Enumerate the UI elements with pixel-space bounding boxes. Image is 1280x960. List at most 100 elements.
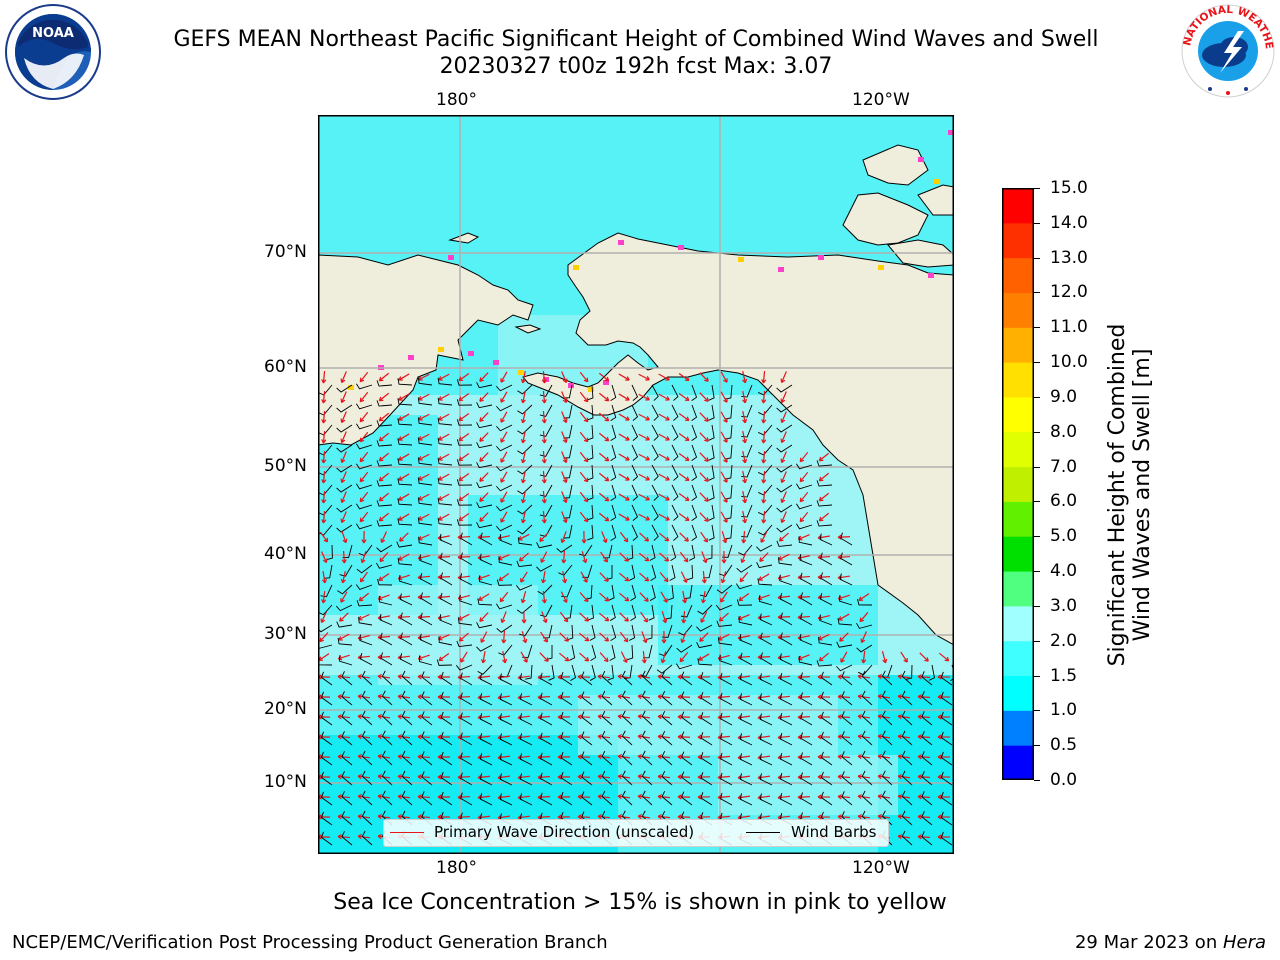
wind-barb — [587, 524, 594, 541]
wave-arrowhead — [479, 457, 484, 462]
wave-arrowhead — [780, 498, 786, 504]
wind-barb — [671, 464, 679, 481]
wave-arrowhead — [665, 376, 670, 381]
wind-barb — [610, 444, 617, 461]
wave-arrow — [357, 815, 371, 819]
wind-barb — [901, 810, 913, 826]
wind-barb — [539, 444, 553, 457]
wind-barb — [759, 693, 773, 706]
wave-arrow — [561, 531, 567, 543]
wave-arrowhead — [657, 814, 662, 820]
wind-barb — [437, 397, 453, 406]
wave-arrowhead — [520, 478, 526, 484]
wave-arrowhead — [564, 637, 569, 642]
wave-arrowhead — [557, 794, 562, 800]
wave-arrowhead — [742, 518, 748, 524]
wave-arrow — [742, 451, 746, 463]
wave-arrow — [477, 755, 491, 759]
wave-arrowhead — [604, 516, 610, 522]
wind-barb — [341, 691, 353, 706]
wave-arrowhead — [437, 814, 442, 820]
wind-barb — [440, 552, 453, 566]
wind-barb — [419, 554, 433, 566]
wind-barb — [639, 664, 653, 677]
wind-barb — [716, 584, 733, 594]
wind-barb — [720, 672, 733, 686]
wave-arrowhead — [438, 476, 443, 481]
wave-arrow — [477, 795, 491, 799]
sea-ice-cell — [878, 265, 884, 270]
wave-arrow — [700, 531, 708, 543]
wave-arrowhead — [897, 674, 902, 680]
wind-barb — [779, 653, 793, 666]
wind-barb — [670, 544, 677, 561]
wave-arrowhead — [582, 558, 588, 564]
wave-arrow — [458, 433, 470, 441]
wind-barb — [610, 504, 617, 521]
wave-arrowhead — [742, 418, 748, 424]
wind-barb — [741, 504, 753, 518]
wave-arrowhead — [321, 439, 327, 444]
wind-barb — [624, 664, 633, 679]
wave-arrow — [537, 795, 551, 799]
wave-arrowhead — [340, 518, 346, 524]
wind-barb — [901, 790, 913, 806]
wave-arrowhead — [418, 496, 423, 501]
wind-barb — [499, 713, 513, 726]
wind-barb — [476, 522, 493, 529]
wave-arrow — [619, 612, 629, 622]
wave-arrow — [657, 755, 671, 759]
wind-barb — [621, 670, 633, 686]
wave-arrow — [678, 493, 690, 501]
wave-arrow — [919, 652, 929, 662]
wind-barb — [840, 552, 853, 566]
wave-arrow — [399, 532, 409, 542]
wind-barb — [421, 791, 433, 806]
wave-height-patch — [578, 695, 838, 755]
wind-barb — [799, 633, 813, 646]
wave-arrowhead — [739, 577, 745, 583]
wave-arrow — [378, 392, 390, 402]
wave-arrow — [380, 531, 388, 543]
wave-arrow — [917, 775, 931, 779]
wave-arrowhead — [697, 694, 702, 700]
wind-barb — [560, 792, 573, 806]
wave-arrowhead — [480, 638, 485, 643]
wave-arrow — [417, 795, 431, 799]
wind-barb — [671, 424, 679, 441]
wind-barb — [816, 520, 833, 527]
wave-arrow — [917, 755, 931, 759]
wave-arrowhead — [518, 556, 524, 562]
wave-arrow — [579, 612, 589, 622]
wave-arrow — [757, 815, 771, 819]
wave-arrowhead — [377, 674, 382, 680]
wave-arrow — [397, 695, 411, 699]
wind-barb — [399, 653, 413, 666]
wind-barb — [459, 573, 473, 586]
wind-barb — [356, 423, 373, 430]
wave-arrow — [357, 775, 371, 779]
wave-arrow — [797, 676, 811, 678]
wind-barb — [800, 792, 813, 806]
wind-barb — [361, 770, 373, 786]
wind-barb — [671, 384, 679, 401]
wave-arrow — [417, 735, 431, 739]
wave-arrow — [778, 553, 790, 561]
wind-barb — [419, 572, 433, 586]
wave-arrow — [717, 775, 731, 779]
wave-arrowhead — [723, 458, 728, 463]
wind-barb — [841, 751, 853, 766]
wave-arrow — [720, 411, 728, 423]
wind-barb — [651, 404, 659, 421]
colorbar-swatch — [1002, 188, 1034, 224]
wind-barb — [336, 621, 353, 628]
wave-arrow — [857, 755, 871, 759]
wind-barb — [440, 731, 453, 746]
lon-label-top-120w: 120°W — [852, 90, 910, 110]
wave-arrowhead — [541, 379, 547, 384]
wind-barb — [479, 733, 493, 746]
wave-arrowhead — [697, 674, 702, 680]
wind-barb — [681, 771, 693, 786]
wave-arrowhead — [758, 576, 763, 581]
sea-ice-cell — [778, 267, 784, 272]
